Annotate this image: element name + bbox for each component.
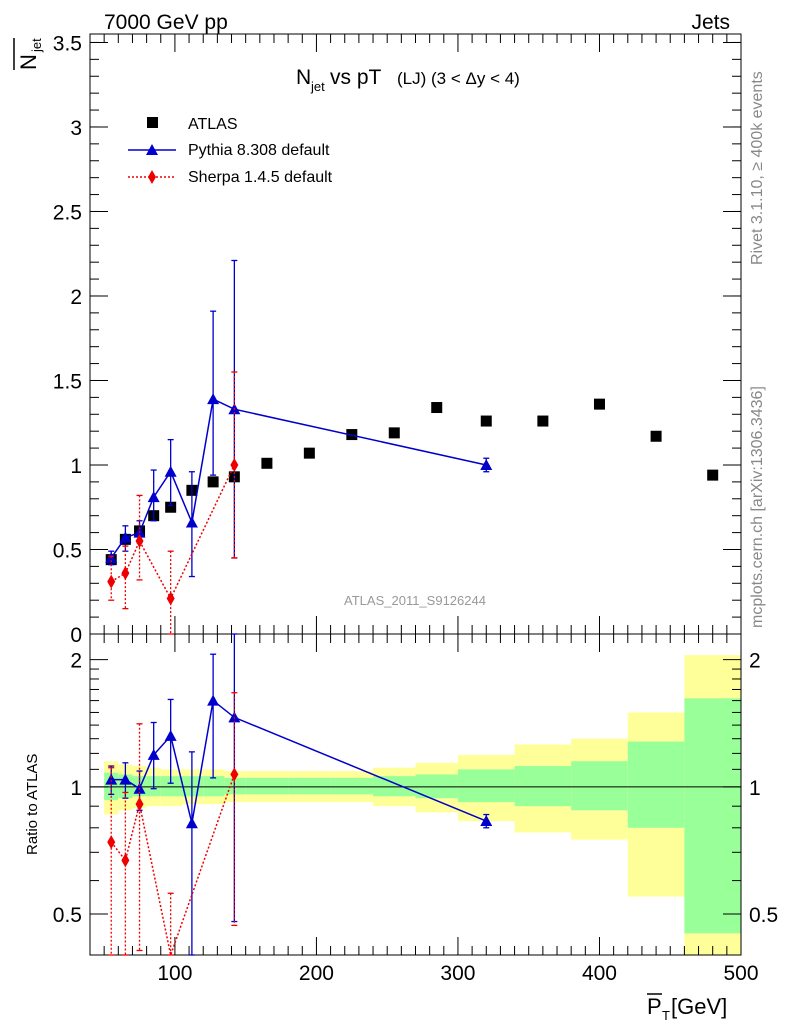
band-inner-bin: [203, 776, 225, 797]
main-ytick-label: 0.5: [53, 539, 82, 562]
band-inner-bin: [457, 769, 515, 803]
atlas-main-point: [707, 469, 719, 481]
main-ylabel-sub: jet: [29, 38, 44, 53]
pythia-main-point: [147, 491, 160, 503]
legend-pythia-marker: [146, 144, 158, 155]
xlabel-p: P: [647, 994, 662, 1019]
ratio-uncertainty-bands: [104, 655, 741, 955]
band-inner-bin: [245, 777, 289, 795]
sherpa-main-point: [166, 591, 175, 606]
atlas-main-point: [593, 398, 605, 410]
mcplots-label: mcplots.cern.ch [arXiv:1306.3436]: [749, 386, 766, 628]
ratio-ytick-label: 1: [70, 777, 82, 800]
pythia-ratio-point: [185, 817, 198, 829]
title-rest: (LJ) (3 < Δy < 4): [397, 69, 520, 88]
xtick-label: 100: [157, 962, 192, 985]
atlas-main-point: [207, 476, 219, 488]
atlas-main-point: [165, 501, 177, 513]
sherpa-main-point: [135, 534, 144, 549]
band-inner-bin: [627, 741, 685, 828]
ratio-series: [105, 633, 493, 958]
header-collision-label: 7000 GeV pp: [104, 11, 228, 34]
pythia-main-line: [110, 397, 487, 559]
sherpa-main-point: [121, 566, 130, 581]
ratio-ylabel: Ratio to ATLAS: [24, 754, 41, 855]
analysis-tag: ATLAS_2011_S9126244: [344, 593, 486, 608]
band-inner-bin: [288, 777, 331, 795]
atlas-main-point: [261, 457, 273, 469]
main-ytick-label: 2: [70, 286, 82, 309]
legend-sherpa-label: Sherpa 1.4.5 default: [188, 169, 333, 186]
ratio-ytick-label-right: 1: [749, 777, 761, 800]
band-inner-bin: [514, 766, 572, 807]
xlabel: P T [GeV]: [647, 993, 727, 1023]
xlabel-t: T: [662, 1008, 670, 1023]
band-inner-bin: [330, 777, 374, 795]
pythia-ratio-point: [207, 694, 220, 706]
ratio-ytick-label: 0.5: [53, 904, 82, 927]
xtick-label: 300: [440, 962, 475, 985]
sherpa-ratio-point: [121, 853, 130, 868]
main-ylabel-n: N: [16, 54, 41, 70]
band-inner-bin: [415, 774, 458, 799]
sherpa-ratio-point: [107, 835, 116, 850]
main-ytick-label: 1.5: [53, 370, 82, 393]
legend-pythia-label: Pythia 8.308 default: [188, 142, 330, 159]
xtick-label: 500: [723, 962, 758, 985]
atlas-main-point: [303, 447, 315, 459]
ratio-ytick-label-right: 0.5: [749, 904, 778, 927]
pythia-main-point: [207, 393, 220, 405]
xtick-label: 200: [299, 962, 334, 985]
main-ytick-label: 2.5: [53, 201, 82, 224]
band-inner-bin: [684, 698, 741, 934]
pythia-ratio-point: [105, 773, 118, 785]
atlas-main-point: [480, 415, 492, 427]
atlas-main-point: [388, 427, 400, 439]
sherpa-main-point: [107, 574, 116, 589]
pythia-main-point: [119, 531, 132, 543]
band-inner-bin: [571, 761, 628, 811]
main-ytick-label: 0: [70, 624, 82, 647]
sherpa-main-point: [230, 457, 239, 472]
atlas-main-point: [650, 430, 662, 442]
legend: ATLAS Pythia 8.308 default Sherpa 1.4.5 …: [128, 116, 333, 186]
sherpa-ratio-point: [230, 767, 239, 782]
pythia-ratio-point: [119, 773, 132, 785]
title-jet: jet: [310, 79, 325, 94]
legend-sherpa-marker: [148, 170, 156, 184]
main-series: [105, 259, 719, 635]
pythia-ratio-point: [164, 729, 177, 741]
sherpa-ratio-point: [135, 797, 144, 812]
atlas-main-point: [431, 402, 443, 414]
plot-title: N jet vs pT (LJ) (3 < Δy < 4): [296, 66, 520, 94]
title-n: N: [296, 66, 311, 89]
rivet-version-label: Rivet 3.1.10, ≥ 400k events: [749, 71, 766, 265]
pythia-main-point: [185, 516, 198, 528]
main-ylabel: N jet: [13, 38, 44, 70]
ratio-ytick-label-right: 2: [749, 650, 761, 673]
header-category-label: Jets: [691, 11, 730, 34]
atlas-main-point: [537, 415, 549, 427]
main-ytick-label: 3: [70, 117, 82, 140]
main-ytick-label: 3.5: [53, 32, 82, 55]
band-inner-bin: [160, 776, 182, 797]
legend-atlas-label: ATLAS: [188, 116, 238, 133]
ratio-axes: 100 200 300 400 500 0.5 0.5 1 1 2 2: [53, 633, 778, 985]
pythia-ratio-point: [147, 748, 160, 760]
ratio-ytick-label: 2: [70, 650, 82, 673]
title-vs: vs pT: [330, 66, 382, 89]
main-ytick-label: 1: [70, 455, 82, 478]
band-inner-bin: [373, 776, 416, 797]
band-inner-bin: [224, 777, 246, 795]
xlabel-unit: [GeV]: [671, 994, 727, 1019]
xtick-label: 400: [582, 962, 617, 985]
pythia-main-point: [480, 458, 493, 470]
pythia-ratio-point: [480, 815, 493, 827]
pythia-main-point: [164, 465, 177, 477]
legend-atlas-marker: [147, 117, 158, 128]
